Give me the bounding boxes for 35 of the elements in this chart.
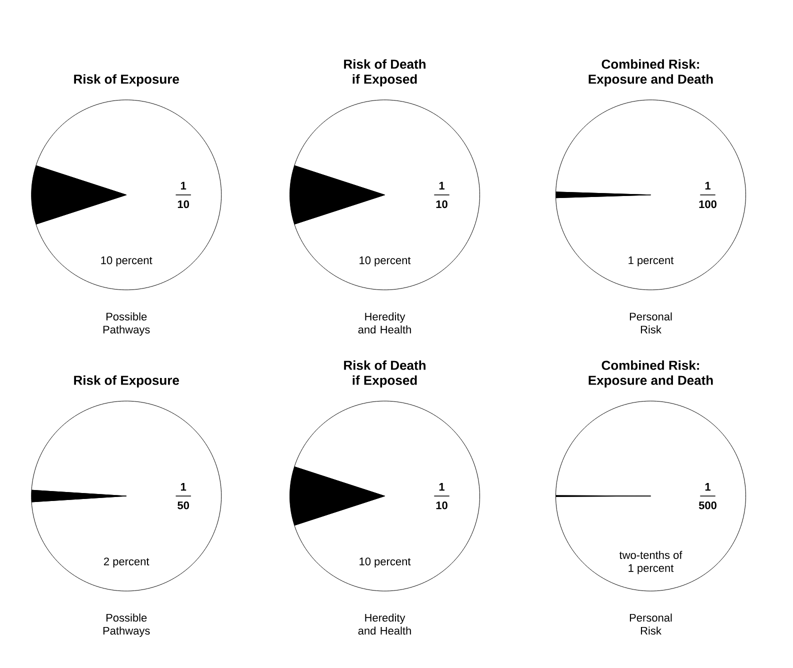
text: 10 xyxy=(436,200,448,208)
chart-title: Risk of Exposure xyxy=(74,375,180,388)
text: 10 percent xyxy=(101,256,152,266)
chart-title: Combined Risk: xyxy=(602,360,699,370)
text: 1 xyxy=(180,483,186,491)
text: 10 xyxy=(436,501,448,510)
text: 10 percent xyxy=(360,558,411,568)
text: Personal Risk xyxy=(630,312,672,334)
chart-subtitle: if Exposed xyxy=(352,375,417,388)
text: 50 xyxy=(178,501,190,510)
text: 1 xyxy=(705,483,710,491)
text: 2 percent xyxy=(104,558,150,568)
text: 1 xyxy=(439,483,444,491)
text: Possible Pathways xyxy=(103,312,150,336)
text: Heredity and Health xyxy=(358,312,411,334)
chart-subtitle: Exposure and Death xyxy=(588,375,713,388)
text: Possible Pathways xyxy=(103,614,150,637)
text: two-tenths of xyxy=(619,550,682,559)
text: 10 xyxy=(178,200,190,208)
chart-subtitle: Exposure and Death xyxy=(588,74,713,86)
chart-title: Risk of Death xyxy=(344,360,426,370)
chart-title: Combined Risk: xyxy=(602,59,699,69)
text: 1 percent xyxy=(628,564,674,574)
text: Heredity and Health xyxy=(358,614,411,635)
text: 1 xyxy=(180,182,186,190)
chart-title: Risk of Exposure xyxy=(74,74,179,86)
text: Personal Risk xyxy=(630,614,672,635)
text: 10 percent xyxy=(360,256,411,266)
text: 1 xyxy=(705,182,710,190)
chart-subtitle: if Exposed xyxy=(352,74,417,86)
chart-title: Risk of Death xyxy=(344,59,426,69)
text: 500 xyxy=(698,501,716,510)
text: 1 percent xyxy=(628,256,674,266)
text: 100 xyxy=(699,200,716,208)
text: 1 xyxy=(439,182,444,190)
